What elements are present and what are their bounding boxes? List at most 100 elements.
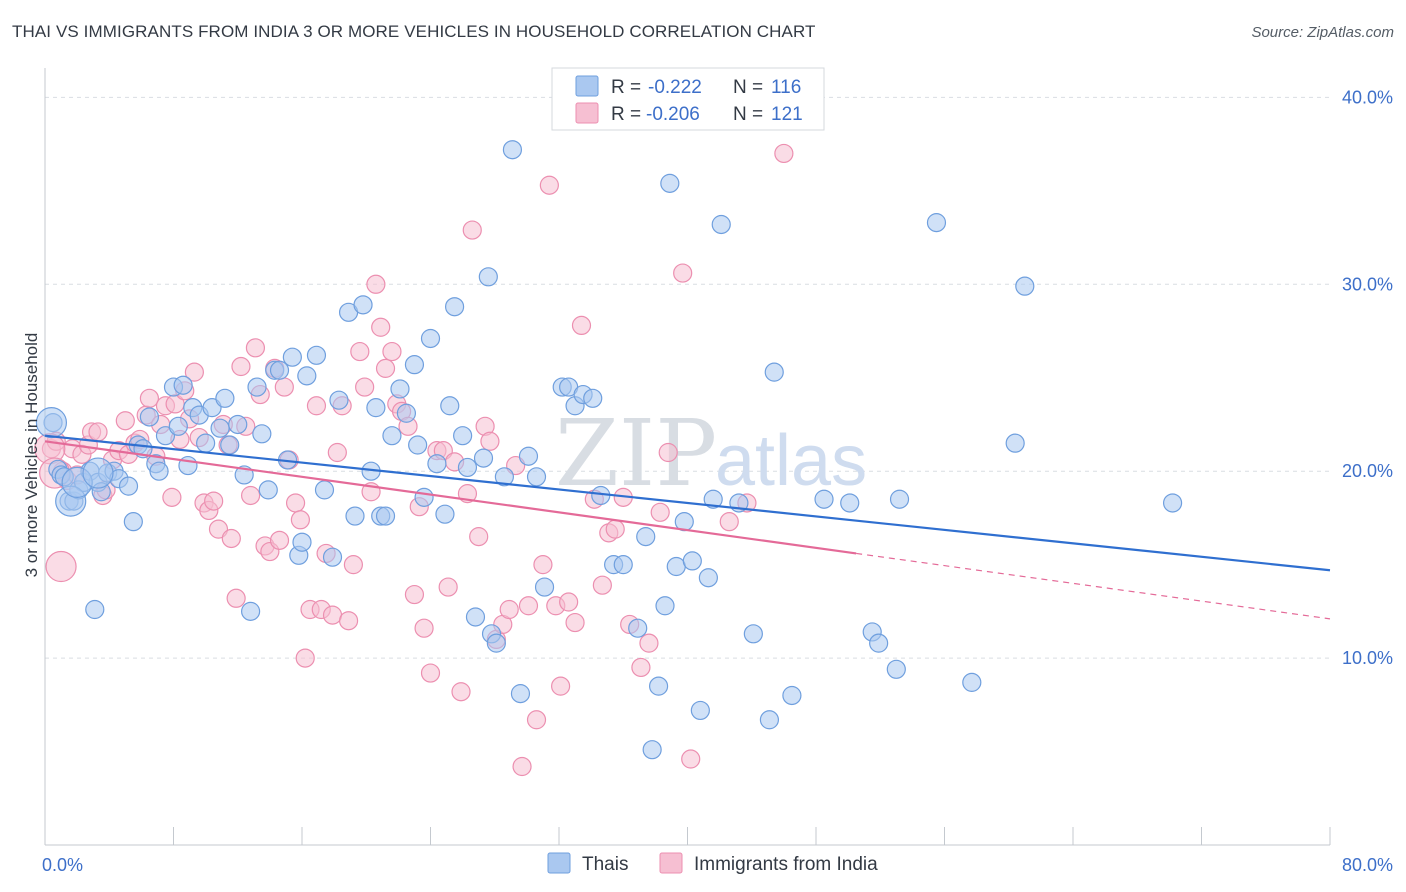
thai-point [711, 214, 731, 235]
thai-point [690, 700, 710, 721]
india-point [221, 528, 241, 549]
thai-point [196, 433, 216, 453]
india-point [162, 487, 182, 507]
thai-point [435, 504, 455, 524]
india-point [366, 274, 386, 294]
thai-point-large [35, 406, 68, 439]
india-point [269, 530, 290, 550]
india-point [285, 493, 306, 513]
bottom-legend-swatch-thais [547, 852, 571, 874]
india-point [274, 377, 294, 397]
thai-point [366, 398, 386, 418]
thai-point [628, 618, 648, 638]
thai-point [322, 547, 343, 567]
thai-point [444, 297, 465, 317]
india-point [241, 485, 261, 506]
thai-point [118, 476, 139, 496]
india-point [420, 663, 441, 683]
thai-point [478, 267, 498, 287]
thai-point [404, 355, 425, 375]
thai-point [510, 684, 531, 704]
india-point [327, 442, 347, 463]
thai-point [329, 390, 349, 410]
india-point [139, 388, 160, 408]
india-point-large [45, 550, 77, 583]
india-point [414, 618, 434, 638]
thai-point [345, 506, 365, 526]
thai-point [840, 493, 860, 513]
legend-bottom: Thais Immigrants from India [547, 852, 878, 875]
thai-point [782, 685, 802, 706]
india-point [571, 315, 592, 336]
thai-point [648, 676, 669, 696]
thai-point [494, 467, 514, 487]
thai-point [583, 388, 603, 408]
thai-point [453, 426, 473, 446]
india-point [551, 676, 571, 696]
thai-point [247, 377, 267, 397]
thai-point [526, 467, 547, 487]
thai-point [660, 173, 680, 193]
legend-r-label-india: R = [611, 104, 641, 125]
thai-point [886, 659, 906, 679]
trend-line-india [44, 440, 857, 555]
thai-point [759, 710, 780, 730]
india-point [350, 341, 370, 362]
india-point [88, 422, 108, 442]
trend-line-india-extension [856, 552, 1331, 620]
legend-top: R = -0.222 N = 116 R = -0.206 N = 121 [551, 67, 825, 131]
thai-point [408, 435, 428, 455]
thai-point [306, 345, 327, 365]
thai-point [1162, 493, 1183, 513]
thai-point [420, 328, 441, 349]
legend-r-label-thais: R = [611, 77, 641, 98]
india-point [605, 519, 625, 539]
india-point [480, 431, 500, 451]
india-point [774, 143, 794, 164]
legend-r-value-thais: -0.222 [648, 77, 702, 98]
legend-n-label-thais: N = [733, 77, 763, 98]
series-thai-points [35, 140, 1183, 760]
thai-point [168, 416, 188, 436]
thai-point [353, 295, 373, 315]
india-point [295, 648, 315, 668]
thai-point [314, 480, 335, 500]
thai-point [210, 418, 230, 438]
india-point [512, 756, 532, 777]
thai-point [465, 607, 486, 627]
thai-point [390, 379, 410, 399]
india-point [518, 596, 539, 616]
thai-point [518, 446, 539, 466]
thai-point [926, 213, 947, 233]
india-point [343, 555, 363, 575]
source-label: Source: ZipAtlas.com [1251, 24, 1394, 41]
thai-point [123, 512, 143, 532]
thai-point [764, 362, 784, 382]
trend-line-thais [44, 434, 1331, 572]
thai-point [502, 140, 523, 160]
india-point [338, 611, 359, 631]
thai-point [282, 347, 302, 367]
india-point [322, 605, 343, 625]
thai-point [241, 601, 261, 621]
india-point [208, 519, 229, 539]
x-tick-label-0: 0.0% [42, 855, 83, 875]
thai-point [486, 633, 506, 653]
thai-point [743, 624, 763, 644]
legend-r-value-india: -0.206 [646, 104, 700, 125]
thai-point [258, 480, 278, 500]
india-point [533, 555, 553, 575]
bottom-legend-label-india: Immigrants from India [694, 854, 878, 875]
thai-point [869, 633, 889, 653]
india-point [462, 220, 482, 240]
thai-point [655, 596, 675, 616]
thai-point [220, 435, 240, 455]
india-point [673, 263, 693, 283]
thai-point [703, 489, 723, 509]
x-tick-label-1: 80.0% [1342, 855, 1393, 875]
india-point [404, 584, 425, 605]
thai-point [534, 577, 555, 597]
thai-point [85, 599, 105, 620]
axes: 10.0% 20.0% 30.0% 40.0% 0.0% 80.0% [42, 68, 1393, 875]
